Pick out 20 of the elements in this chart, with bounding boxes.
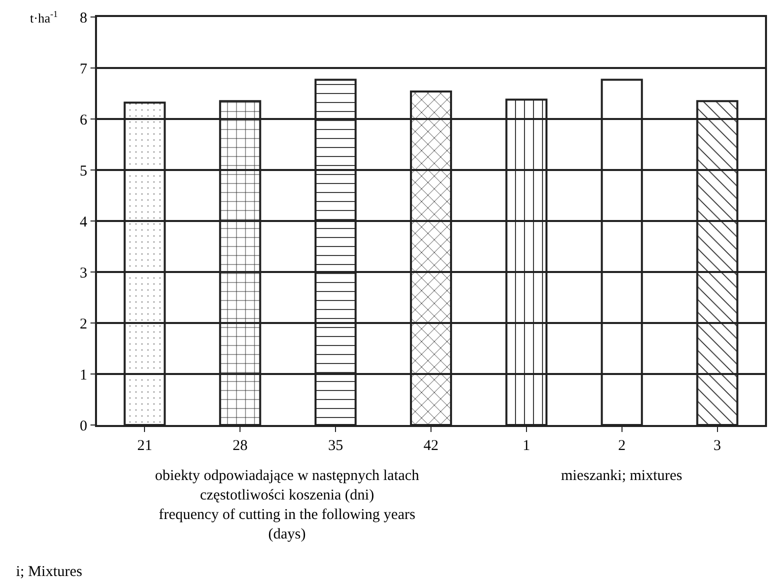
x-tick-label: 28 (232, 438, 248, 454)
y-tick-label: 2 (80, 316, 88, 332)
x-tick-label: 2 (618, 438, 626, 454)
y-tick-label: 7 (80, 61, 88, 78)
x-tick-label: 21 (137, 438, 152, 454)
x-tick-label: 42 (424, 438, 438, 454)
y-tick-label: 8 (80, 10, 88, 26)
text: mieszanki; mixtures (561, 468, 682, 484)
y-tick-label: 6 (80, 112, 88, 128)
x-tick-label: 3 (714, 438, 722, 454)
x-tick-label: 1 (522, 438, 530, 454)
text: obiekty odpowiadające w następnych latach częstotliwości koszenia (dni) frequency of cutting in the following years (days) (155, 468, 420, 542)
y-tick-label: 0 (80, 418, 88, 434)
y-tick-label: 5 (80, 163, 88, 180)
y-tick-label: 3 (80, 265, 88, 282)
x-tick-label: 35 (328, 438, 344, 454)
text: i; Mixtures (16, 564, 82, 580)
y-axis-title: t·ha$^{-1}$ (30, 9, 58, 26)
y-tick-label: 1 (80, 367, 88, 384)
y-tick-label: 4 (80, 214, 88, 230)
